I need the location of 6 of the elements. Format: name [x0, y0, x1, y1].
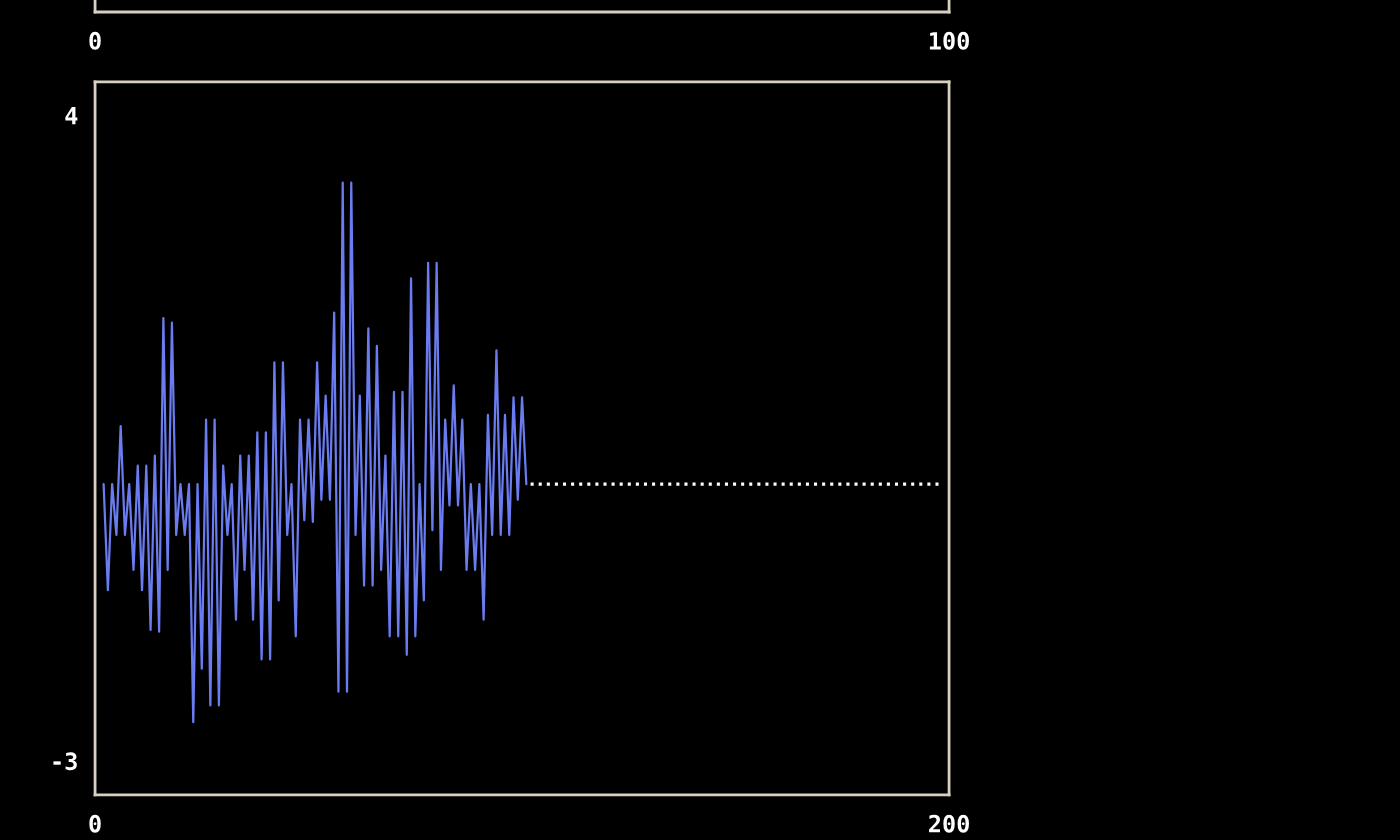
y-tick-label: 4: [65, 106, 78, 125]
x-tick-label: 200: [929, 814, 969, 833]
line-series: [102, 181, 528, 724]
x2-tick-label: 100: [929, 31, 969, 50]
x2-tick-label: 0: [89, 31, 101, 50]
y-tick-label: -3: [53, 752, 77, 771]
